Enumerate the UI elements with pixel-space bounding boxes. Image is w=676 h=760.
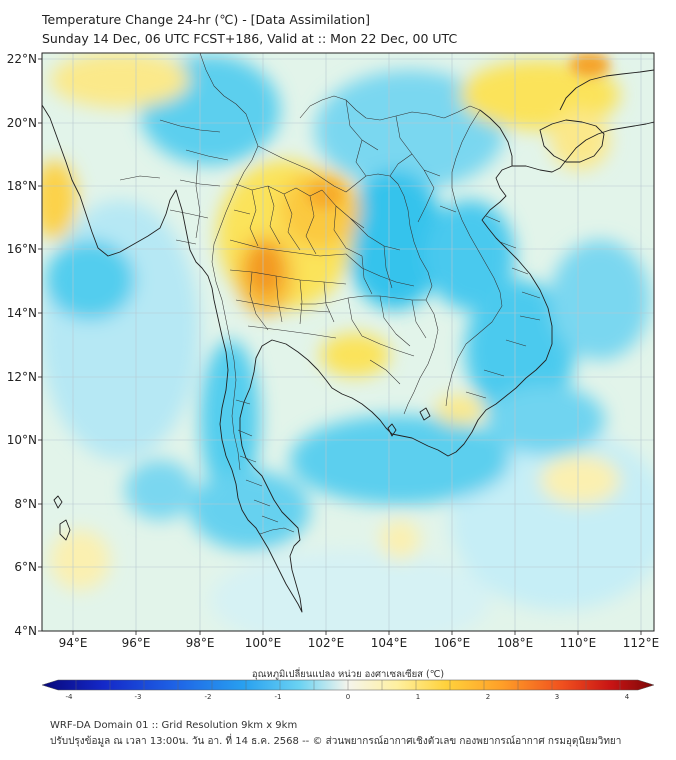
- border-cambodia-vietnam: [445, 305, 503, 407]
- lat-label: 6°N: [14, 560, 37, 574]
- province-lines-cambodia: [347, 295, 427, 385]
- province-lines-vietnam: [465, 215, 541, 399]
- lon-label: 106°E: [434, 636, 471, 650]
- temperature-field: [42, 53, 654, 631]
- footer-credit: ปรับปรุงข้อมูล ณ เวลา 13:00น. วัน อา. ที…: [50, 736, 622, 747]
- lat-label: 20°N: [7, 116, 37, 130]
- province-lines-central: [229, 269, 347, 339]
- coastline-tonkin: [479, 109, 513, 166]
- lat-label: 4°N: [14, 624, 37, 638]
- latitude-labels: 22°N 20°N 18°N 16°N 14°N 12°N 10°N 8°N 6…: [7, 52, 37, 638]
- lat-label: 22°N: [7, 52, 37, 66]
- lon-label: 110°E: [560, 636, 597, 650]
- coastline-hainan: [539, 119, 605, 163]
- lon-label: 94°E: [59, 636, 88, 650]
- colorbar-tick: -2: [205, 693, 212, 701]
- border-thai-myanmar: [211, 145, 259, 471]
- border-thai-cambodia: [300, 295, 439, 415]
- lon-label: 102°E: [308, 636, 345, 650]
- colorbar-label: อุณหภูมิเปลี่ยนแปลง หน่วย องศาเซลเซียส (…: [252, 667, 444, 680]
- lon-label: 108°E: [497, 636, 534, 650]
- map-subtitle: Sunday 14 Dec, 06 UTC FCST+186, Valid at…: [42, 31, 458, 46]
- colorbar-tick: -4: [66, 693, 74, 701]
- lat-label: 10°N: [7, 433, 37, 447]
- coastline-china-south: [559, 69, 654, 111]
- border-laos-vietnam: [451, 109, 503, 307]
- colorbar-tick: -1: [275, 693, 282, 701]
- province-lines-myanmar: [119, 119, 229, 245]
- longitude-labels: 94°E 96°E 98°E 100°E 102°E 104°E 106°E 1…: [59, 636, 660, 650]
- admin-borders: [119, 53, 541, 535]
- province-lines-south: [235, 399, 279, 523]
- colorbar: อุณหภูมิเปลี่ยนแปลง หน่วย องศาเซลเซียส (…: [41, 667, 655, 701]
- colorbar-tick-labels: -4 -3 -2 -1 0 1 2 3 4: [66, 693, 630, 701]
- border-myanmar-china: [199, 53, 259, 147]
- plot-frame: [41, 52, 655, 632]
- province-lines-laos: [345, 99, 457, 223]
- andaman-islands: [53, 495, 71, 541]
- lat-label: 16°N: [7, 242, 37, 256]
- footer-grid-info: WRF-DA Domain 01 :: Grid Resolution 9km …: [50, 720, 298, 731]
- lat-label: 18°N: [7, 179, 37, 193]
- lat-label: 8°N: [14, 497, 37, 511]
- lon-label: 98°E: [186, 636, 215, 650]
- colorbar-tick: 2: [486, 693, 490, 701]
- lat-label: 12°N: [7, 370, 37, 384]
- map-title: Temperature Change 24-hr (℃) - [Data Ass…: [42, 12, 371, 27]
- lon-label: 112°E: [623, 636, 660, 650]
- colorbar-tick: 4: [625, 693, 630, 701]
- gulf-islands: [387, 407, 431, 437]
- colorbar-tick: 1: [416, 693, 420, 701]
- colorbar-tick: 3: [555, 693, 559, 701]
- colorbar-tick: -3: [135, 693, 142, 701]
- colorbar-tick: 0: [346, 693, 350, 701]
- province-lines-north: [229, 183, 347, 257]
- axis-tick-marks: [38, 58, 642, 635]
- lon-label: 100°E: [245, 636, 282, 650]
- lon-label: 104°E: [371, 636, 408, 650]
- field-blobs: [42, 53, 654, 631]
- lat-label: 14°N: [7, 306, 37, 320]
- gridlines: [42, 53, 654, 631]
- colorbar-segment-lines: [75, 680, 621, 690]
- border-thai-laos: [257, 145, 433, 301]
- lon-label: 96°E: [122, 636, 151, 650]
- province-lines-northeast: [321, 189, 415, 295]
- border-thai-malaysia: [259, 527, 295, 535]
- border-laos-china: [299, 95, 481, 121]
